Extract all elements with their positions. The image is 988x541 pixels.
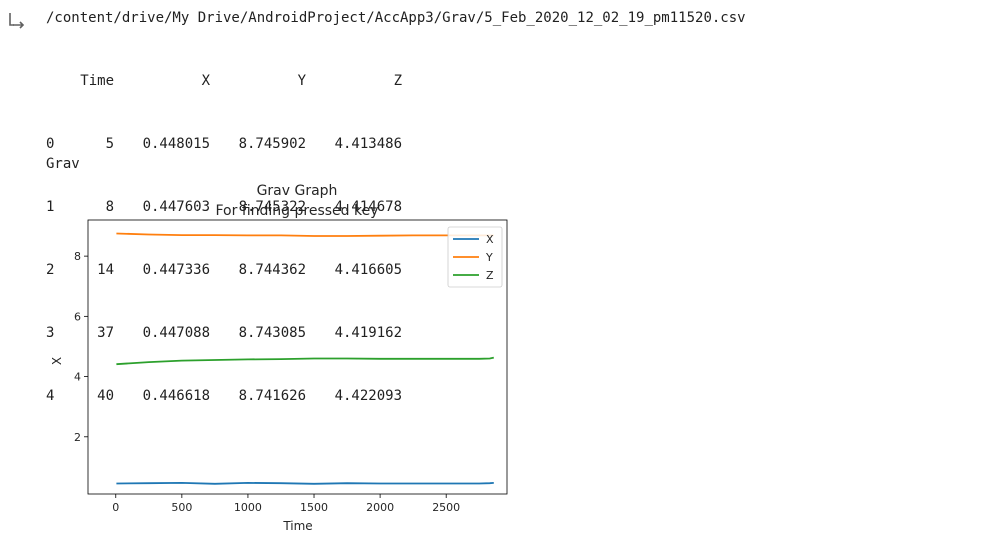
csv-path-text: /content/drive/My Drive/AndroidProject/A… [46,10,746,26]
row-index: 0 [46,136,55,152]
x-tick-label: 2000 [366,501,394,514]
cell-y: 8.741626 [238,388,306,404]
plot-frame [87,219,508,495]
cell-y: 8.745902 [238,136,306,152]
table-row: 0 5 0.448015 8.745902 4.413486 [46,134,402,155]
table-row: 1 8 0.447603 8.745322 4.414678 [46,197,402,218]
header-z: Z [393,73,402,89]
y-tick-label: 8 [74,250,81,263]
cell-x: 0.446618 [142,388,210,404]
cell-z: 4.414678 [334,199,402,215]
legend-label-y: Y [485,251,493,264]
cell-time: 40 [97,388,114,404]
series-line-x [116,481,494,485]
cell-x: 0.447603 [142,199,210,215]
table-row: 4 40 0.446618 8.741626 4.422093 [46,386,402,407]
cell-z: 4.419162 [334,325,402,341]
row-index: 4 [46,388,55,404]
header-time: Time [80,73,114,89]
x-tick-label: 0 [112,501,119,514]
output-label: Grav [46,156,80,172]
cell-z: 4.422093 [334,388,402,404]
header-y: Y [297,73,306,89]
output-arrow-icon [9,13,25,29]
cell-z: 4.413486 [334,136,402,152]
x-axis-label: Time [282,519,312,533]
x-tick-label: 2500 [432,501,460,514]
legend-label-z: Z [486,269,494,282]
legend-label-x: X [486,233,494,246]
cell-y: 8.744362 [238,262,306,278]
x-tick-label: 1000 [234,501,262,514]
cell-time: 14 [97,262,114,278]
y-tick-label: 4 [74,371,81,384]
chart-subtitle: For finding pressed key [216,203,379,219]
cell-x: 0.447088 [142,325,210,341]
series-line-z [116,356,494,366]
cell-y: 8.745322 [238,199,306,215]
cell-x: 0.447336 [142,262,210,278]
y-tick-label: 6 [74,310,81,323]
chart-title: Grav Graph [257,183,338,199]
cell-time: 5 [105,136,114,152]
cell-time: 8 [105,199,114,215]
y-axis-label: X [50,357,64,365]
dataframe-header-row: Time X Y Z [46,71,402,92]
x-tick-label: 500 [171,501,192,514]
row-index: 2 [46,262,55,278]
table-row: 3 37 0.447088 8.743085 4.419162 [46,323,402,344]
dataframe-table: Time X Y Z 0 5 0.448015 8.745902 4.41348… [46,29,402,428]
cell-x: 0.448015 [142,136,210,152]
cell-z: 4.416605 [334,262,402,278]
x-tick-label: 1500 [300,501,328,514]
grav-line-chart: Grav Graph For finding pressed key 0 500 1… [50,183,508,533]
row-index: 3 [46,325,55,341]
series-line-y [116,232,494,237]
y-tick-label: 2 [74,431,81,444]
header-x: X [201,73,210,89]
row-index: 1 [46,199,55,215]
plot-area: 0 500 1000 1500 2000 2500 2 4 6 8 XYZ [74,219,508,514]
table-row: 2 14 0.447336 8.744362 4.416605 [46,260,402,281]
cell-time: 37 [97,325,114,341]
cell-y: 8.743085 [238,325,306,341]
